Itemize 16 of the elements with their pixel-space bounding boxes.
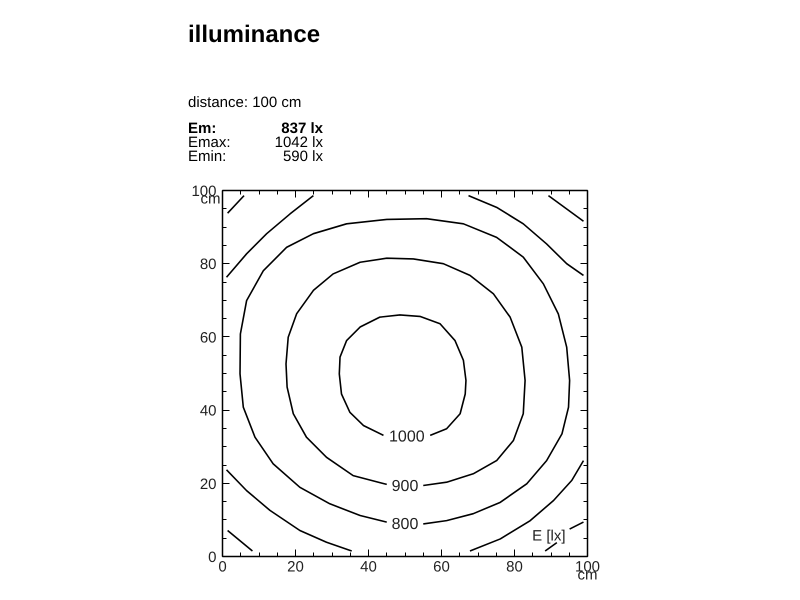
- annotation: 900: [392, 478, 418, 495]
- x-tick-label: 60: [433, 558, 450, 576]
- chart-title: illuminance: [188, 20, 322, 50]
- x-tick-label: 20: [287, 558, 304, 576]
- y-tick-label: 80: [200, 256, 217, 274]
- line-series: [468, 194, 584, 276]
- x-tick-label: 40: [360, 558, 377, 576]
- y-tick-label: 20: [200, 476, 217, 493]
- line-series: [469, 460, 584, 552]
- y-tick-label: 60: [200, 329, 217, 346]
- annotation: 1000: [389, 428, 425, 446]
- annotation: E [lx]: [532, 528, 566, 544]
- chart-subtitle: distance: 100 cm: [188, 93, 302, 114]
- y-tick-label: 40: [200, 402, 217, 420]
- x-tick-label: 80: [506, 558, 523, 576]
- annotation: 800: [392, 516, 418, 534]
